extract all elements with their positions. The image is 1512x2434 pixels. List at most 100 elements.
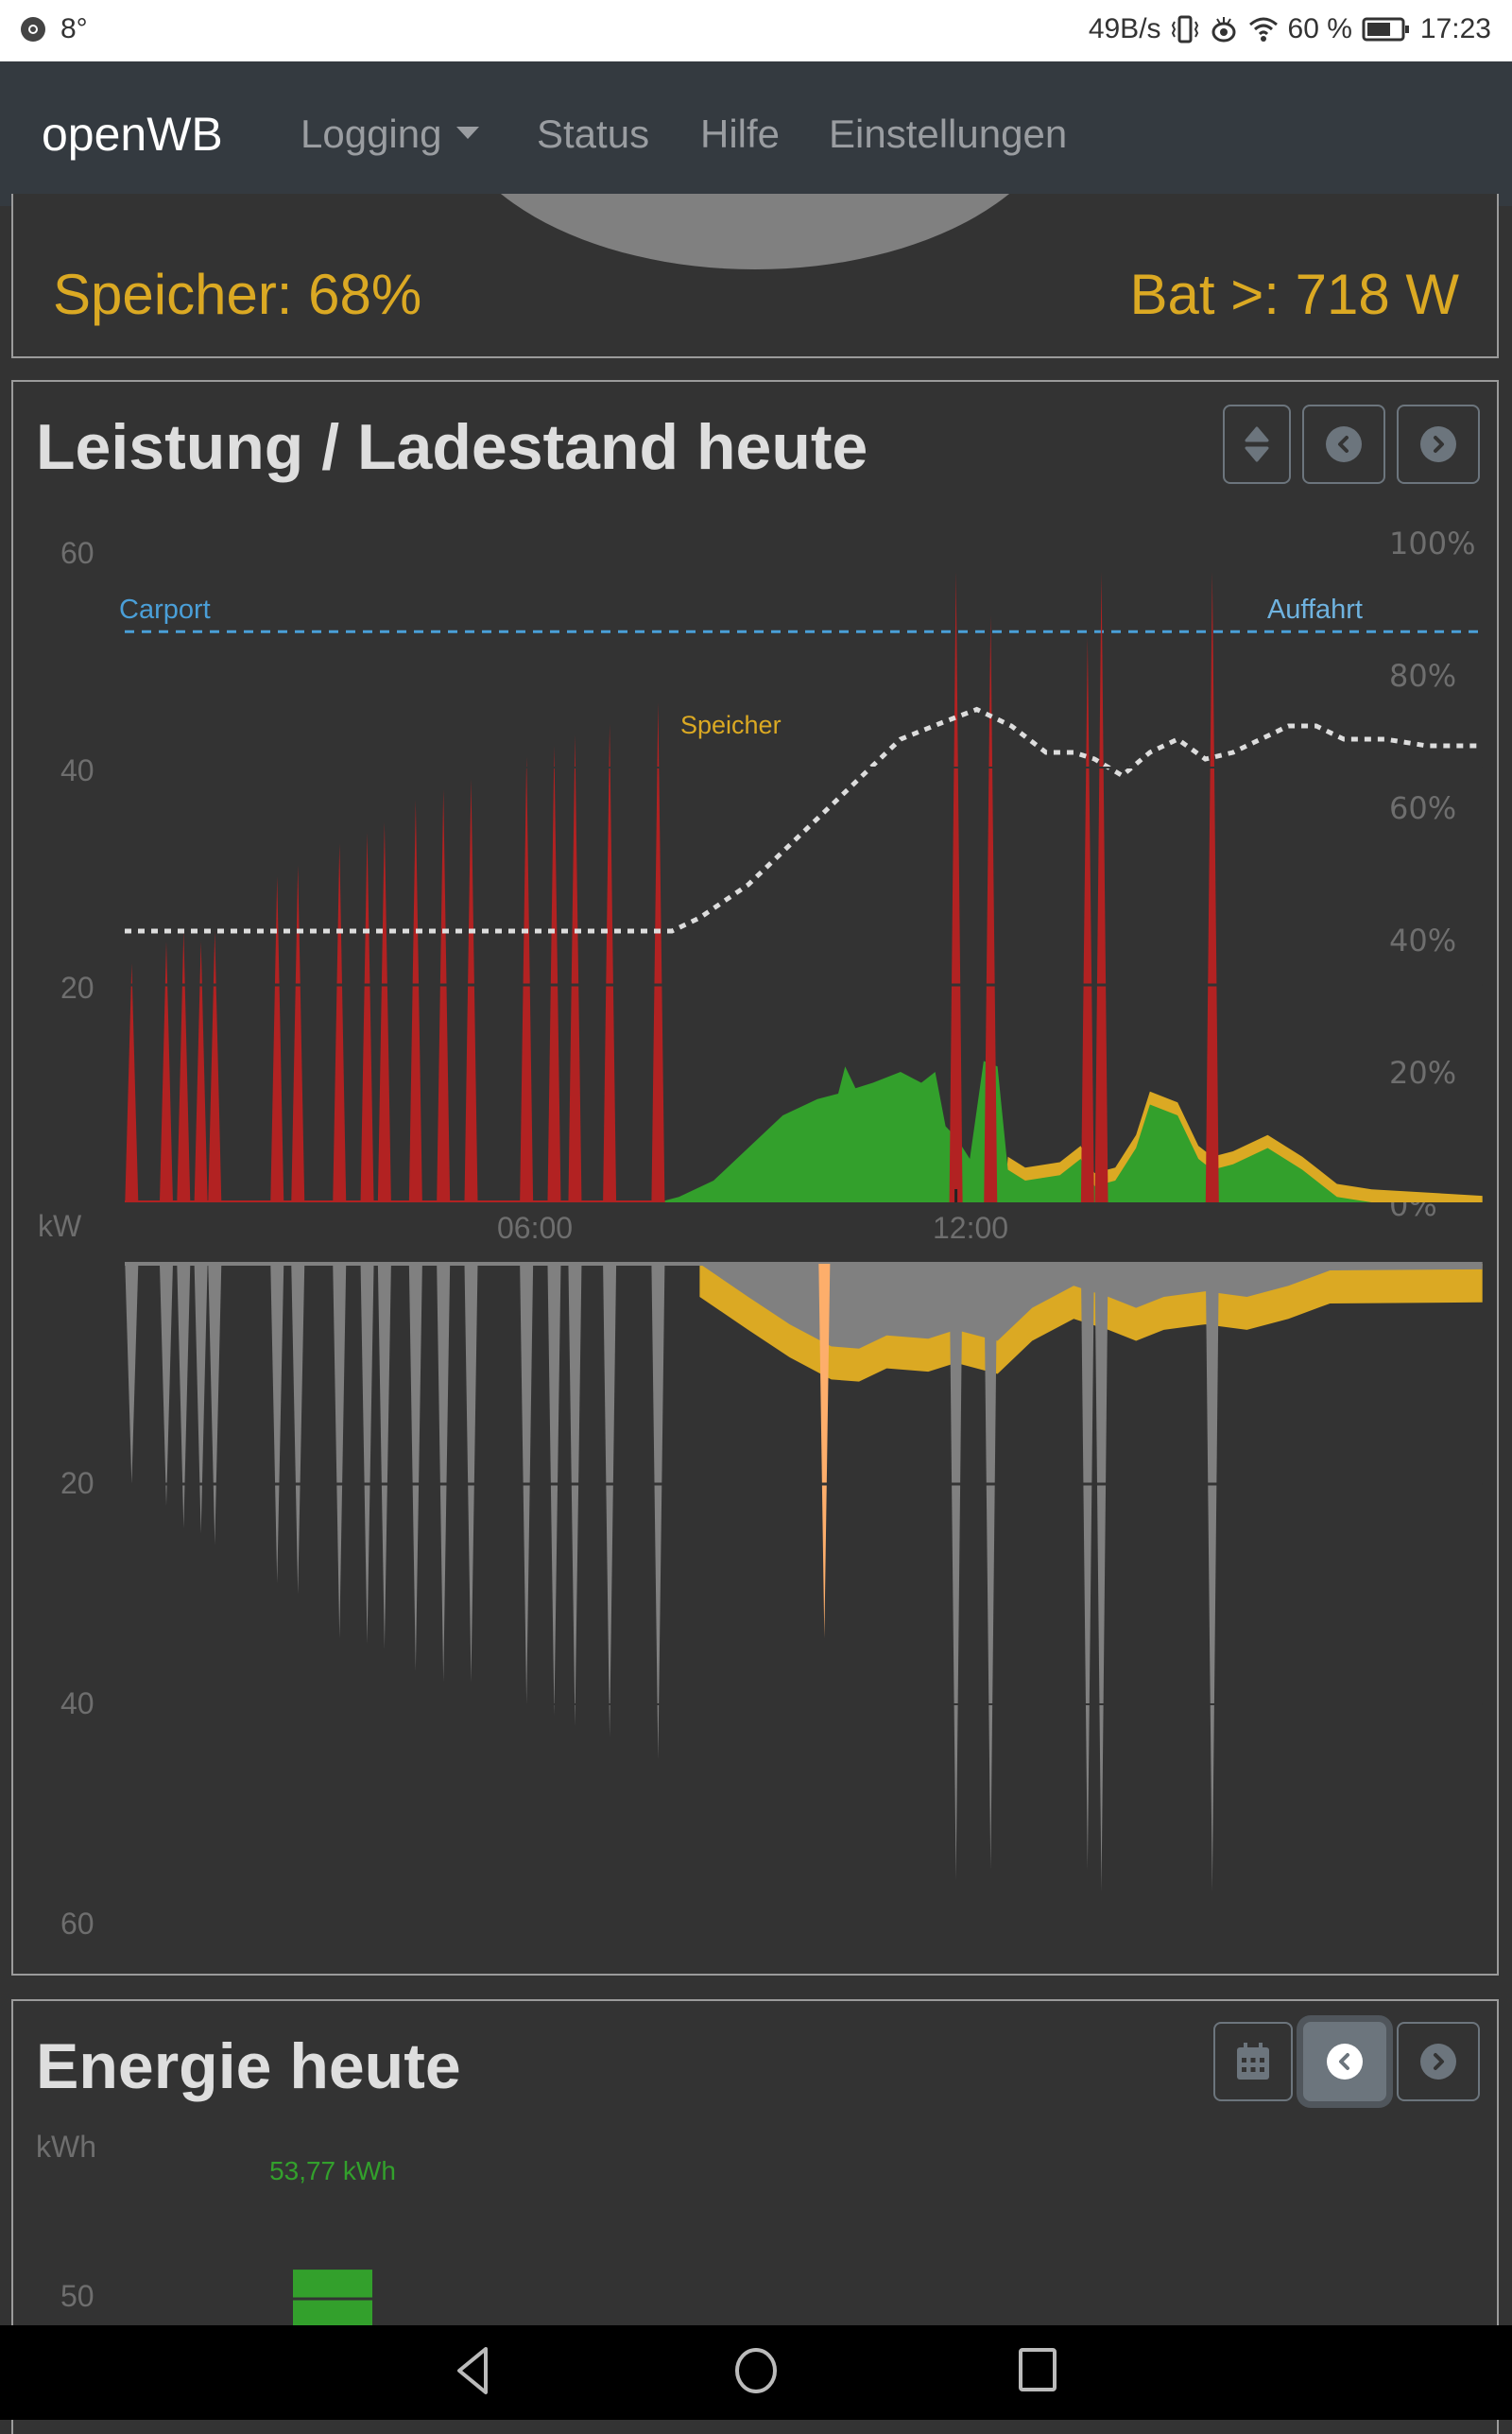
import-spike: [408, 800, 422, 1202]
speicher-series-label: Speicher: [680, 711, 782, 739]
import-spike: [520, 756, 534, 1202]
house-spike: [1080, 1264, 1094, 1870]
house-spike: [1205, 1264, 1219, 1892]
energy-chart-title: Energie heute: [36, 2030, 461, 2102]
clock: 17:23: [1419, 13, 1491, 44]
house-baseline: [125, 1262, 1483, 1266]
house-consumption-area: [125, 1264, 1483, 1349]
power-chart-card: Leistung / Ladestand heute 60 40 20 kW 0…: [11, 380, 1499, 1976]
chevron-right-circle-icon: [1420, 2044, 1456, 2080]
wifi-icon: [1248, 17, 1278, 42]
date-picker-button[interactable]: [1213, 2022, 1293, 2101]
back-icon[interactable]: [454, 2346, 491, 2395]
next-day-button-energy[interactable]: [1397, 2022, 1480, 2101]
x-tick-1200: 12:00: [933, 1211, 1008, 1245]
home-icon[interactable]: [733, 2346, 779, 2395]
nav-hilfe[interactable]: Hilfe: [700, 112, 781, 156]
house-spike: [360, 1264, 374, 1644]
threshold-label-auffahrt: Auffahrt: [1267, 595, 1363, 625]
import-spike: [177, 930, 191, 1202]
nav-logging[interactable]: Logging: [301, 112, 480, 157]
battery-gauge-card: Speicher: 68% Bat >: 718 W: [11, 194, 1499, 358]
y-tick-right-80: 80%: [1389, 658, 1456, 694]
battery-discharge-spike: [818, 1264, 831, 1639]
temperature: 8°: [60, 13, 88, 44]
y-tick-lower-20: 20: [60, 1466, 94, 1500]
brand-logo[interactable]: openWB: [42, 108, 223, 161]
import-spike: [360, 833, 374, 1202]
y-tick-right-100: 100%: [1389, 526, 1475, 561]
house-spike: [1094, 1264, 1108, 1892]
house-spike: [333, 1264, 347, 1639]
calendar-icon: [1237, 2043, 1269, 2080]
import-spike: [208, 930, 222, 1202]
import-spike: [603, 724, 617, 1202]
android-navigation-bar: [0, 2325, 1512, 2420]
house-spike: [568, 1264, 582, 1727]
next-day-button[interactable]: [1397, 405, 1480, 484]
y-tick-upper-40: 40: [60, 753, 94, 787]
house-spike: [603, 1264, 617, 1737]
vibrate-icon: [1171, 15, 1198, 43]
recents-icon[interactable]: [1017, 2346, 1058, 2395]
chrome-icon: [21, 17, 45, 42]
previous-day-button[interactable]: [1302, 405, 1385, 484]
house-spike: [547, 1264, 561, 1716]
import-spike: [270, 876, 284, 1202]
energy-chart[interactable]: kWh 50 53,77 kWh: [13, 2001, 1497, 2327]
house-spike: [291, 1264, 305, 1595]
x-tick-0600: 06:00: [497, 1211, 573, 1245]
previous-day-button-energy[interactable]: [1303, 2022, 1386, 2101]
speicher-soc-label: Speicher: 68%: [53, 263, 422, 326]
house-spike: [208, 1264, 222, 1545]
energy-y-tick-50: 50: [60, 2279, 94, 2313]
chevron-right-circle-icon: [1420, 426, 1456, 462]
battery-icon: [1362, 17, 1409, 42]
pv-area: [658, 1061, 1372, 1202]
sort-icon: [1245, 426, 1269, 462]
import-spike: [159, 941, 173, 1202]
house-spike: [377, 1264, 391, 1649]
y-tick-upper-60: 60: [60, 536, 94, 570]
house-spike: [949, 1264, 963, 1881]
house-spike: [159, 1264, 173, 1507]
navbar: openWB Logging Status Hilfe Einstellunge…: [0, 61, 1512, 206]
speicher-soc-line: [125, 706, 1483, 934]
caret-down-icon: [456, 127, 480, 140]
nav-einstellungen[interactable]: Einstellungen: [829, 112, 1068, 156]
house-spike: [408, 1264, 422, 1672]
chevron-left-circle-icon: [1327, 2044, 1363, 2080]
house-spike: [270, 1264, 284, 1583]
house-spike: [464, 1264, 478, 1683]
threshold-label-carport: Carport: [119, 595, 211, 625]
toggle-sort-button[interactable]: [1223, 405, 1291, 484]
power-chart[interactable]: 60 40 20 kW 06:00 12:00 100% 80% 60% 40%…: [13, 382, 1497, 1974]
import-spike: [194, 941, 208, 1202]
import-spike: [568, 734, 582, 1202]
y-tick-lower-40: 40: [60, 1686, 94, 1720]
import-spike: [1205, 572, 1219, 1202]
house-spike: [125, 1264, 139, 1484]
network-speed: 49B/s: [1088, 13, 1161, 44]
battery-power-label: Bat >: 718 W: [1129, 263, 1459, 326]
chevron-left-circle-icon: [1326, 426, 1362, 462]
y-tick-right-60: 60%: [1389, 790, 1456, 826]
import-spike: [984, 615, 998, 1202]
y-tick-lower-60: 60: [60, 1907, 94, 1941]
import-spike: [291, 865, 305, 1202]
y-tick-right-20: 20%: [1389, 1055, 1456, 1091]
nav-logging-label: Logging: [301, 112, 442, 156]
y-axis-unit-kw: kW: [38, 1209, 82, 1243]
gauge-arc: [443, 194, 1067, 269]
house-spike: [177, 1264, 191, 1528]
energy-bar-label: 53,77 kWh: [269, 2156, 396, 2185]
house-spike: [194, 1264, 208, 1534]
nav-status[interactable]: Status: [537, 112, 650, 156]
battery-percent: 60 %: [1287, 13, 1352, 44]
import-spike: [1080, 637, 1094, 1202]
import-spike: [651, 702, 665, 1202]
import-spike: [125, 963, 139, 1202]
android-status-bar: 8° 49B/s 60 % 17:23: [0, 0, 1512, 61]
import-spike: [949, 572, 963, 1202]
import-spike: [1094, 572, 1108, 1202]
